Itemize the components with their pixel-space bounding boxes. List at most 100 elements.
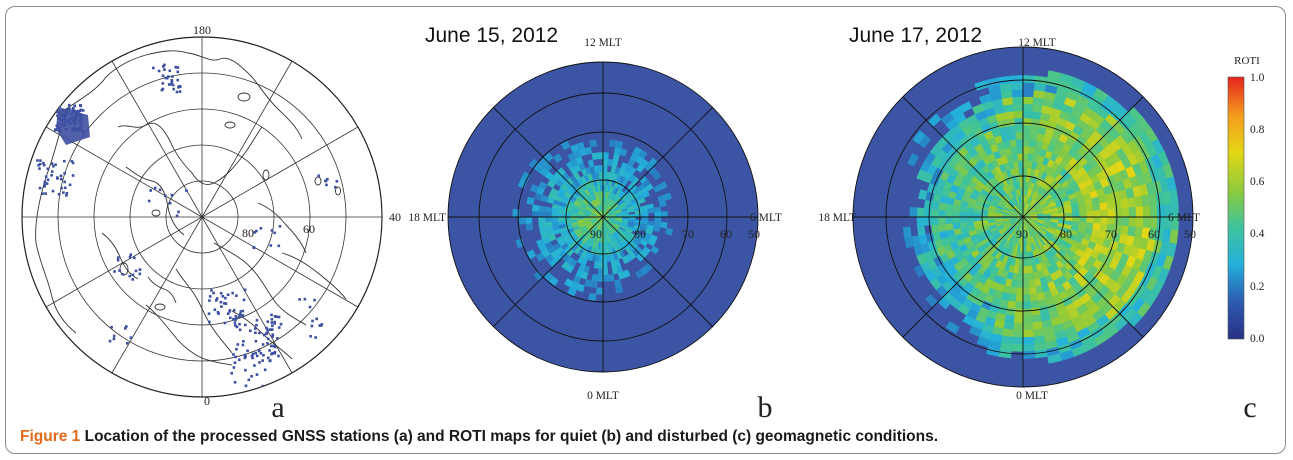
roti-cell	[1006, 300, 1016, 309]
roti-cell	[544, 206, 553, 213]
station-marker	[273, 352, 277, 355]
roti-cell	[598, 165, 604, 173]
station-marker	[73, 109, 76, 113]
roti-cell	[1012, 103, 1024, 112]
station-marker	[243, 356, 247, 360]
station-marker	[313, 298, 316, 302]
roti-cell	[520, 171, 531, 182]
station-marker	[272, 344, 276, 348]
station-marker	[50, 162, 54, 165]
roti-cell	[1022, 266, 1029, 274]
roti-cell	[966, 211, 974, 218]
map-b-tick-60: 60	[720, 227, 732, 241]
station-marker	[129, 253, 133, 256]
station-marker	[241, 343, 245, 347]
station-marker	[175, 214, 179, 218]
roti-cell	[1014, 308, 1024, 317]
colorbar-ticks: 1.0 0.8 0.6 0.4 0.2 0.0	[1250, 72, 1265, 345]
map-b-tick-50: 50	[748, 227, 760, 241]
station-marker	[223, 302, 226, 305]
station-marker	[65, 194, 68, 197]
roti-cell	[1022, 308, 1032, 317]
station-marker	[233, 381, 237, 384]
roti-cell	[959, 101, 973, 113]
roti-cell	[1022, 301, 1032, 310]
roti-cell	[913, 264, 926, 278]
roti-cell	[1017, 160, 1024, 168]
station-marker	[269, 244, 273, 247]
map-a-label-60: 60	[303, 222, 315, 236]
roti-cell	[1007, 132, 1017, 141]
station-marker	[254, 327, 257, 330]
roti-cell	[544, 211, 552, 218]
station-marker	[208, 320, 211, 324]
map-b-grid	[447, 61, 759, 373]
panel-b-letter: b	[758, 391, 773, 424]
roti-cell	[602, 268, 609, 276]
figure-caption: Figure 1 Location of the processed GNSS …	[20, 428, 1280, 446]
station-marker	[249, 329, 252, 333]
roti-cell	[1014, 117, 1024, 126]
station-marker	[278, 225, 282, 228]
roti-cell	[1022, 259, 1028, 267]
station-marker	[317, 174, 321, 177]
roti-cell	[1022, 117, 1032, 126]
roti-cell	[1022, 322, 1034, 331]
station-marker	[39, 159, 42, 162]
station-marker	[37, 163, 40, 167]
map-c-roti-cells	[902, 70, 1180, 364]
roti-cell	[1093, 209, 1102, 218]
station-marker	[271, 324, 274, 328]
roti-cell	[1022, 145, 1030, 154]
station-marker	[41, 192, 45, 195]
roti-cell	[916, 216, 925, 227]
station-marker	[60, 186, 63, 190]
station-marker	[38, 167, 41, 170]
station-marker	[233, 321, 237, 324]
station-marker	[309, 335, 312, 338]
roti-cell	[615, 285, 624, 294]
station-marker	[185, 189, 188, 192]
station-cluster	[56, 107, 90, 145]
station-marker	[167, 75, 170, 78]
station-marker	[116, 258, 120, 262]
roti-cell	[597, 274, 604, 282]
meridian-line	[45, 216, 203, 308]
roti-cell	[602, 261, 608, 269]
station-marker	[63, 172, 66, 175]
roti-cell	[598, 171, 604, 179]
roti-cell	[931, 224, 940, 234]
roti-cell	[1015, 131, 1024, 140]
roti-cell	[525, 216, 533, 225]
station-marker	[246, 349, 249, 353]
station-marker	[163, 63, 166, 67]
roti-cell	[528, 158, 539, 170]
station-marker	[219, 292, 223, 295]
station-marker	[262, 333, 266, 337]
roti-cell	[1022, 343, 1035, 352]
station-marker	[253, 231, 257, 234]
station-marker	[311, 319, 314, 323]
caption-label: Figure 1	[20, 428, 81, 445]
map-a-label-40: 40	[389, 210, 401, 224]
station-marker	[128, 274, 132, 278]
panel-b-roti-quiet: 90 80 70 60 50 June 15, 2012 12 MLT 0 ML…	[408, 24, 781, 424]
roti-cell	[1135, 216, 1144, 228]
roti-cell	[1006, 125, 1016, 134]
roti-cell	[1019, 181, 1024, 190]
station-marker	[46, 178, 50, 182]
roti-cell	[654, 216, 662, 223]
station-marker	[244, 368, 247, 372]
station-marker	[42, 161, 45, 165]
roti-cell	[1010, 75, 1024, 84]
station-marker	[277, 315, 281, 319]
roti-cell	[1017, 266, 1024, 274]
station-marker	[44, 175, 48, 178]
roti-cell	[1121, 207, 1130, 218]
roti-cell	[602, 158, 609, 166]
roti-cell	[1106, 200, 1115, 210]
station-marker	[71, 174, 75, 177]
roti-cell	[602, 274, 609, 282]
station-marker	[157, 69, 161, 73]
roti-cell	[1022, 138, 1031, 147]
